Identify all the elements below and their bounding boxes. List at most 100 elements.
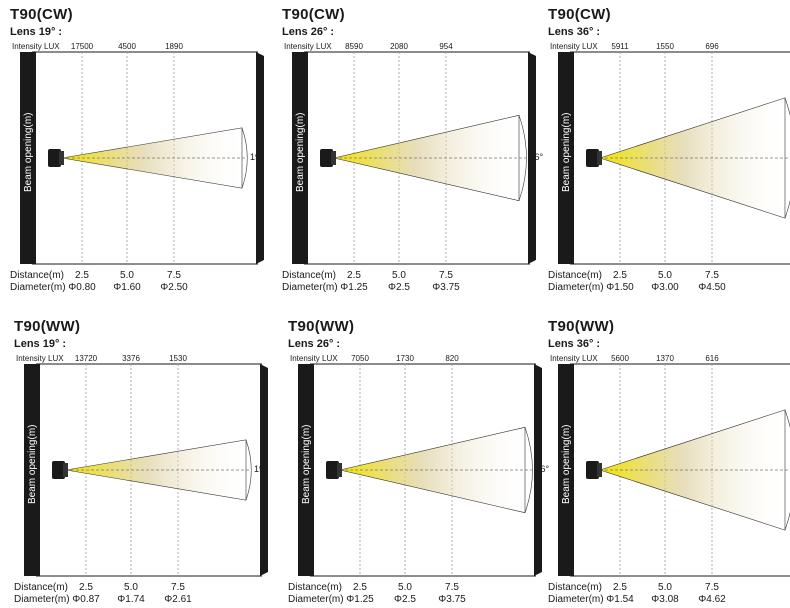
beam-opening-label: Beam opening(m)	[295, 113, 306, 192]
beam-opening-label: Beam opening(m)	[27, 425, 38, 504]
diameter-label: Diameter(m)	[10, 282, 66, 293]
lux-value: 696	[705, 42, 719, 51]
beam-opening-bar	[298, 364, 314, 576]
lens-label: Lens 19° :	[10, 26, 63, 38]
distance-value: 7.5	[171, 582, 185, 593]
distance-value: 5.0	[658, 270, 672, 281]
distance-label: Distance(m)	[282, 270, 336, 281]
beam-end-arc	[784, 97, 790, 219]
lux-value: 616	[705, 354, 719, 363]
beam-panel: T90(CW) Lens 36° : Intensity LUX 5911 1550 69…	[548, 6, 790, 296]
diameter-value: Φ2.5	[388, 282, 410, 293]
frame-right-edge	[534, 364, 542, 576]
panel-title: T90(CW)	[10, 6, 73, 23]
diameter-label: Diameter(m)	[288, 594, 344, 605]
distance-value: 5.0	[120, 270, 134, 281]
fixture-lens	[63, 463, 68, 477]
lux-value: 13720	[74, 354, 98, 363]
beam-diagram: Beam opening(m)	[20, 51, 264, 265]
diameter-value: Φ2.50	[160, 282, 188, 293]
beam-panel: T90(WW) Lens 26° : Intensity LUX 7050 1730 82…	[288, 318, 549, 608]
panel-title: T90(WW)	[14, 318, 81, 335]
distance-value: 2.5	[75, 270, 89, 281]
diameter-value: Φ2.61	[164, 594, 192, 605]
distance-label: Distance(m)	[548, 270, 602, 281]
intensity-label: Intensity LUX	[550, 42, 598, 51]
fixture-lens	[597, 151, 602, 165]
panel-title: T90(WW)	[288, 318, 355, 335]
beam-opening-bar	[292, 52, 308, 264]
intensity-label: Intensity LUX	[290, 354, 338, 363]
panel-title: T90(CW)	[548, 6, 611, 23]
lux-value: 1530	[169, 354, 187, 363]
diameter-value: Φ1.25	[340, 282, 368, 293]
lux-value: 2080	[390, 42, 408, 51]
beam-diagram: Beam opening(m)	[558, 363, 790, 577]
beam-opening-bar	[558, 52, 574, 264]
distance-value: 2.5	[347, 270, 361, 281]
beam-opening-bar	[558, 364, 574, 576]
distance-value: 7.5	[445, 582, 459, 593]
intensity-label: Intensity LUX	[12, 42, 60, 51]
diameter-value: Φ3.75	[432, 282, 460, 293]
intensity-label: Intensity LUX	[550, 354, 598, 363]
lux-value: 820	[445, 354, 459, 363]
diameter-value: Φ1.74	[117, 594, 145, 605]
beam-angle-label: 26°	[529, 152, 544, 162]
lux-value: 954	[439, 42, 453, 51]
diameter-value: Φ1.25	[346, 594, 374, 605]
lux-value: 1890	[165, 42, 183, 51]
diameter-label: Diameter(m)	[14, 594, 70, 605]
distance-label: Distance(m)	[14, 582, 68, 593]
lux-value: 8590	[345, 42, 363, 51]
lens-label: Lens 19° :	[14, 338, 67, 350]
intensity-label: Intensity LUX	[284, 42, 332, 51]
beam-opening-bar	[20, 52, 36, 264]
beam-opening-label: Beam opening(m)	[23, 113, 34, 192]
fixture-icon	[52, 461, 65, 479]
distance-value: 2.5	[79, 582, 93, 593]
diameter-label: Diameter(m)	[548, 594, 604, 605]
frame-right-edge	[260, 364, 268, 576]
fixture-icon	[48, 149, 61, 167]
beam-opening-label: Beam opening(m)	[561, 113, 572, 192]
distance-value: 5.0	[398, 582, 412, 593]
distance-value: 5.0	[392, 270, 406, 281]
lux-value: 3376	[122, 354, 140, 363]
diameter-value: Φ1.60	[113, 282, 141, 293]
diameter-value: Φ4.62	[698, 594, 726, 605]
frame-right-edge	[256, 52, 264, 264]
diameter-value: Φ3.00	[651, 282, 679, 293]
panel-title: T90(WW)	[548, 318, 615, 335]
beam-panel: T90(CW) Lens 26° : Intensity LUX 8590 2080 95…	[282, 6, 544, 296]
fixture-lens	[337, 463, 342, 477]
lens-label: Lens 36° :	[548, 26, 601, 38]
beam-angle-label: 19°	[250, 152, 264, 162]
lens-label: Lens 26° :	[288, 338, 341, 350]
lens-label: Lens 36° :	[548, 338, 601, 350]
beam-opening-bar	[24, 364, 40, 576]
beam-panel: T90(WW) Lens 19° : Intensity LUX 13720 3376 1…	[14, 318, 274, 608]
diameter-value: Φ4.50	[698, 282, 726, 293]
beam-diagram: Beam opening(m)	[292, 51, 536, 265]
fixture-icon	[586, 461, 599, 479]
diameter-label: Diameter(m)	[548, 282, 604, 293]
lux-value: 1550	[656, 42, 674, 51]
distance-label: Distance(m)	[548, 582, 602, 593]
fixture-lens	[331, 151, 336, 165]
lux-value: 5911	[611, 42, 629, 51]
distance-value: 7.5	[439, 270, 453, 281]
fixture-icon	[586, 149, 599, 167]
lux-value: 4500	[118, 42, 136, 51]
beam-panel: T90(WW) Lens 36° : Intensity LUX 5600 1370 61…	[548, 318, 790, 608]
fixture-lens	[597, 463, 602, 477]
distance-value: 5.0	[124, 582, 138, 593]
intensity-label: Intensity LUX	[16, 354, 64, 363]
lux-value: 7050	[351, 354, 369, 363]
beam-diagram: Beam opening(m)	[24, 363, 268, 577]
distance-value: 7.5	[705, 582, 719, 593]
diameter-value: Φ1.50	[606, 282, 634, 293]
diameter-value: Φ2.5	[394, 594, 416, 605]
beam-opening-label: Beam opening(m)	[561, 425, 572, 504]
lux-value: 1730	[396, 354, 414, 363]
